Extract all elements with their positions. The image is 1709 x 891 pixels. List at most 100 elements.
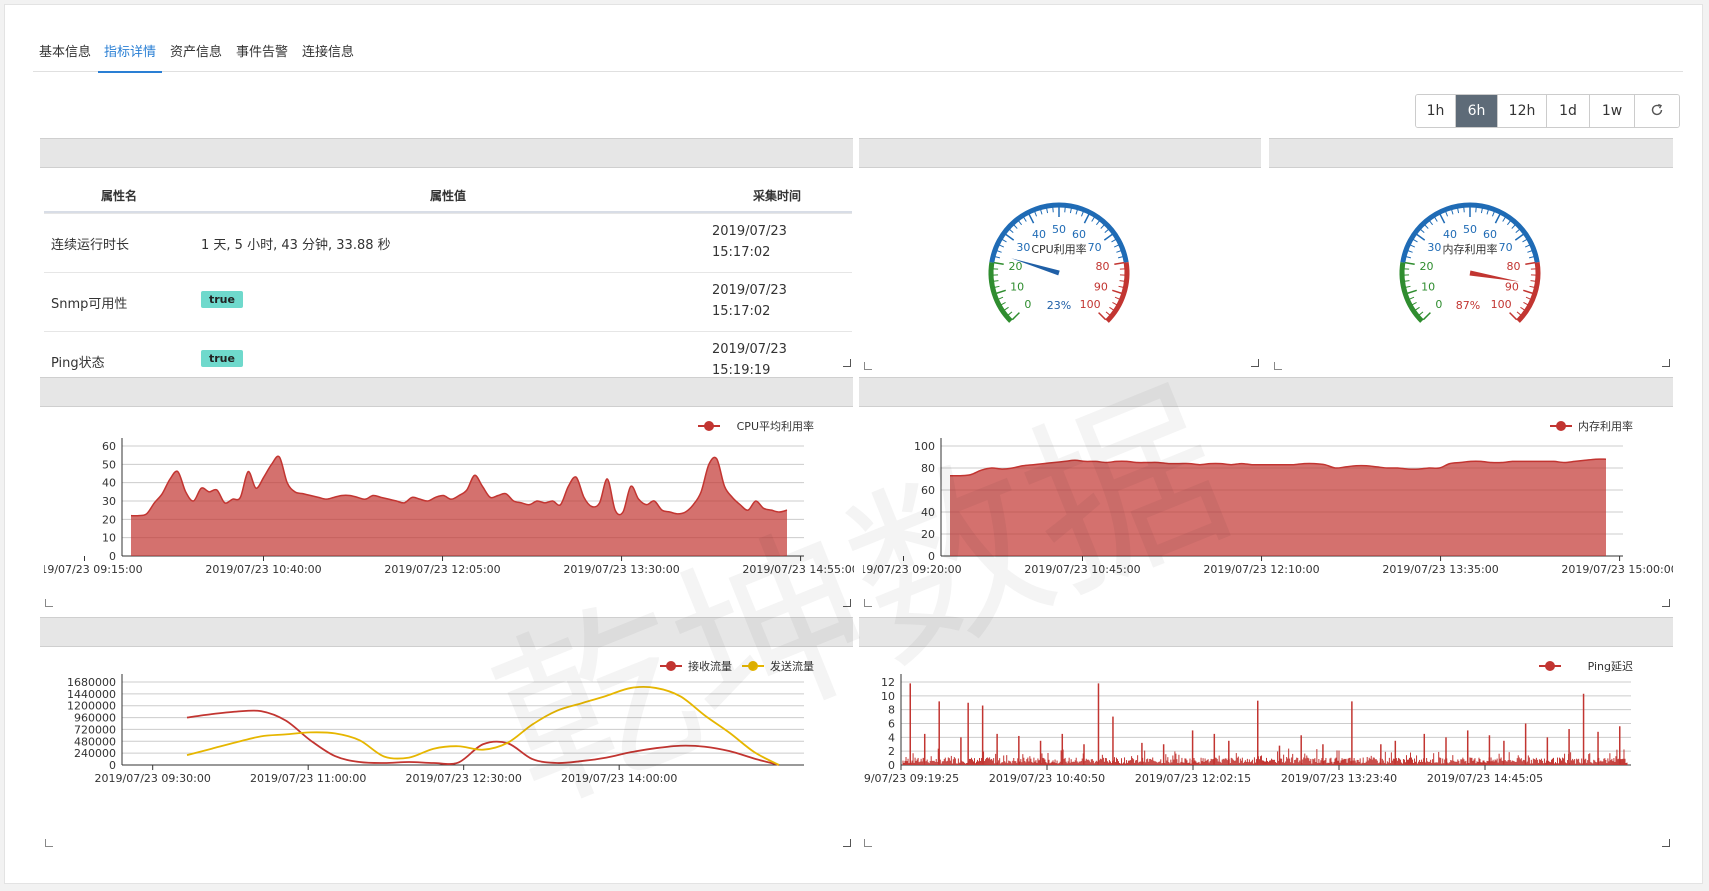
tab-metric-details[interactable]: 指标详情 [98, 43, 162, 73]
row-time-clock: 15:17:02 [712, 245, 771, 260]
y-tick-label: 20 [921, 528, 935, 541]
range-6h-button[interactable]: 6h [1456, 95, 1498, 127]
resize-handle[interactable] [1662, 359, 1670, 367]
y-tick-label: 0 [928, 550, 935, 563]
range-12h-button[interactable]: 12h [1498, 95, 1547, 127]
series-line [186, 709, 780, 766]
y-tick-label: 4 [888, 731, 895, 744]
resize-handle[interactable] [843, 599, 851, 607]
resize-handle[interactable] [843, 359, 851, 367]
tab-asset-info[interactable]: 资产信息 [170, 45, 223, 60]
row-name: Snmp可用性 [51, 297, 128, 312]
panel-header-traffic-chart[interactable] [40, 617, 853, 647]
gauge-tick [1494, 213, 1501, 224]
resize-handle[interactable] [1251, 359, 1259, 367]
gauge-tick-label: 20 [1009, 260, 1023, 273]
panel-header-properties[interactable] [40, 138, 853, 168]
gauge-tick [1109, 306, 1114, 311]
main-card: 基本信息 指标详情 资产信息 事件告警 连接信息 1h 6h 12h 1d 1w… [4, 4, 1703, 884]
corner-marker [45, 839, 53, 847]
x-tick-label: 2019/07/23 09:30:00 [95, 772, 211, 785]
row-time-date: 2019/07/23 [712, 283, 787, 298]
gauge-tick [1001, 238, 1007, 243]
gauge-value-label: 23% [1047, 299, 1071, 312]
gauge-tick [1530, 280, 1536, 282]
gauge-tick [1429, 220, 1434, 226]
corner-marker [1274, 362, 1282, 370]
row-time-clock: 15:19:19 [712, 363, 771, 378]
resize-handle[interactable] [1662, 599, 1670, 607]
legend-marker [1556, 421, 1566, 431]
panel-header-cpu-chart[interactable] [40, 377, 853, 407]
tab-connection-info[interactable]: 连接信息 [302, 45, 355, 60]
resize-handle[interactable] [1662, 839, 1670, 847]
y-tick-label: 20 [102, 513, 116, 526]
gauge-tick [1113, 244, 1119, 248]
gauge-tick [1083, 213, 1090, 224]
gauge-needle [1469, 270, 1520, 282]
x-tick-label: 2019/07/23 14:55:00 [742, 563, 854, 576]
gauge-tick-label: 70 [1499, 241, 1513, 254]
gauge-tick [1451, 209, 1454, 215]
range-1w-button[interactable]: 1w [1590, 95, 1635, 127]
corner-marker [864, 599, 872, 607]
gauge-tick [1040, 209, 1043, 215]
status-badge: true [201, 291, 243, 308]
gauge-tick [1004, 306, 1009, 311]
series-line [130, 455, 788, 517]
gauge-tick [1434, 217, 1438, 222]
legend-marker [1545, 661, 1555, 671]
y-tick-label: 12 [881, 676, 895, 689]
gauge-tick-label: 60 [1072, 228, 1086, 241]
range-1d-button[interactable]: 1d [1547, 95, 1590, 127]
series-line [186, 686, 780, 766]
traffic-chart: 0240000480000720000960000120000014400001… [67, 659, 814, 785]
gauge-tick-label: 30 [1016, 241, 1030, 254]
gauge-tick [1009, 228, 1014, 234]
time-range-group: 1h 6h 12h 1d 1w [1415, 94, 1680, 128]
corner-marker [45, 599, 53, 607]
x-tick-label: 2019/07/23 09:19:25 [863, 772, 959, 785]
ping-bars [902, 748, 1628, 765]
y-tick-label: 100 [914, 440, 935, 453]
panel-header-memory-gauge[interactable] [1269, 138, 1673, 168]
gauge-tick [1409, 296, 1415, 300]
legend-marker [666, 661, 676, 671]
gauge-tick [1404, 261, 1415, 265]
x-tick-label: 2019/07/23 14:00:00 [561, 772, 677, 785]
x-tick-label: 2019/07/23 12:10:00 [1203, 563, 1319, 576]
gauge-tick [1486, 209, 1489, 215]
gauge-tick [1117, 256, 1124, 259]
x-tick-label: 2019/07/23 09:15:00 [44, 563, 143, 576]
gauge-tick [1114, 296, 1120, 300]
gauge-tick [1407, 250, 1413, 253]
tab-bar: 基本信息 指标详情 资产信息 事件告警 连接信息 [33, 39, 1683, 73]
gauge-tick-label: 100 [1491, 298, 1512, 311]
tab-event-alarm[interactable]: 事件告警 [236, 45, 289, 60]
refresh-button[interactable] [1635, 95, 1679, 127]
resize-handle[interactable] [843, 839, 851, 847]
gauge-tick-label: 0 [1024, 298, 1031, 311]
gauge-tick [1023, 217, 1027, 222]
gauge-tick [993, 261, 1004, 265]
y-tick-label: 1680000 [67, 676, 116, 689]
y-tick-label: 1200000 [67, 700, 116, 713]
x-tick-label: 2019/07/23 10:40:50 [989, 772, 1105, 785]
gauge-title: 内存利用率 [1443, 242, 1498, 256]
panel-header-ping-chart[interactable] [859, 617, 1673, 647]
gauge-tick [1523, 289, 1534, 295]
legend-marker [704, 421, 714, 431]
gauge-tick [995, 289, 1006, 295]
gauge-tick [1075, 209, 1078, 215]
gauge-tick [1527, 250, 1533, 253]
gauge-tick [1506, 220, 1511, 226]
gauge-tick [1457, 208, 1460, 214]
panel-header-memory-chart[interactable] [859, 377, 1673, 407]
y-tick-label: 1440000 [67, 688, 116, 701]
gauge-tick [1520, 306, 1525, 311]
range-1h-button[interactable]: 1h [1416, 95, 1456, 127]
header-collect-time: 采集时间 [753, 189, 802, 203]
gauge-tick [1416, 233, 1426, 241]
tab-basic-info[interactable]: 基本信息 [39, 45, 92, 60]
panel-header-cpu-gauge[interactable] [859, 138, 1261, 168]
